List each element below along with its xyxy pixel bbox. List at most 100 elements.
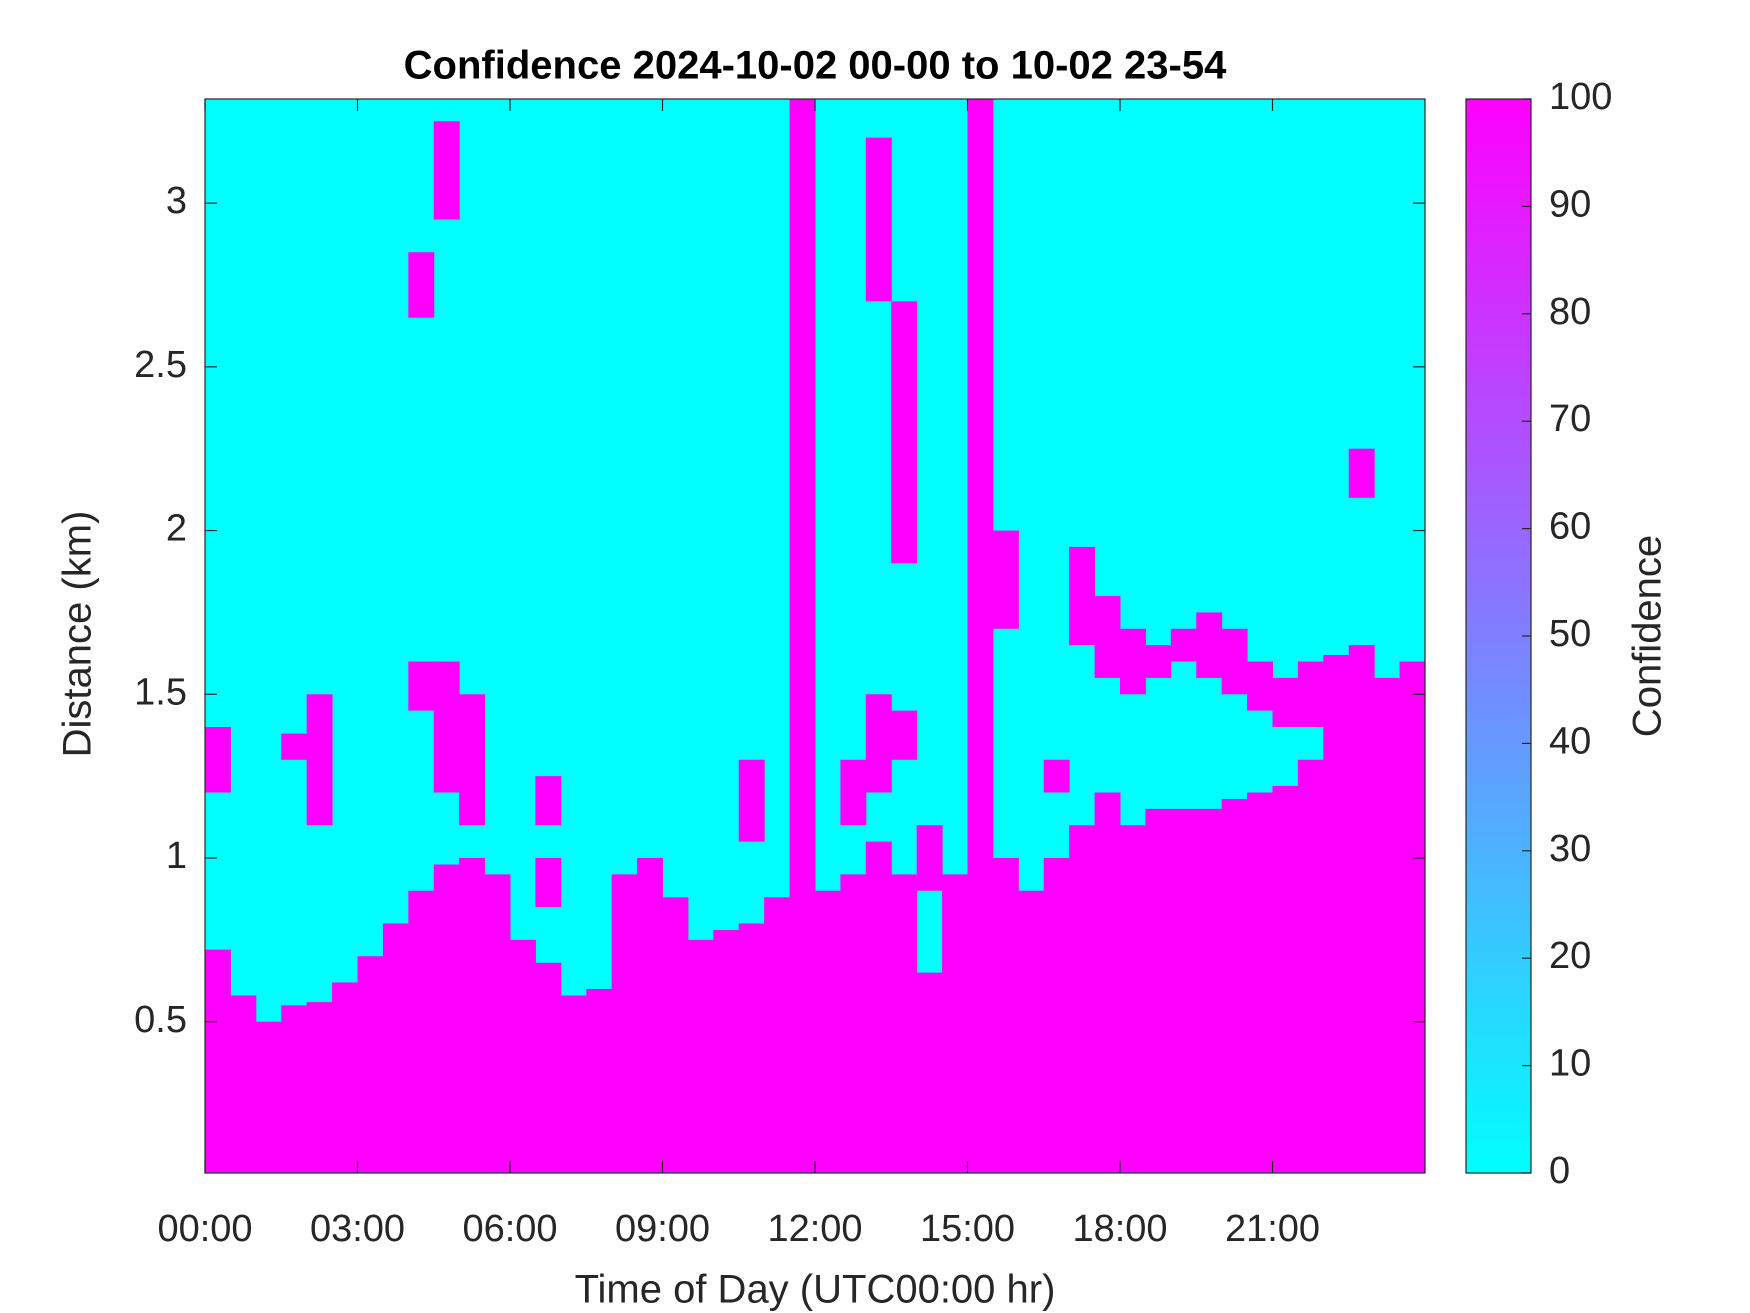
heatmap-cell	[1221, 799, 1248, 1173]
x-tick-label: 00:00	[157, 1208, 252, 1250]
heatmap-cell	[484, 874, 511, 1173]
heatmap-cell	[916, 972, 943, 1173]
heatmap-cell	[535, 776, 562, 826]
heatmap-cell	[713, 930, 740, 1173]
x-tick-label: 18:00	[1072, 1208, 1167, 1250]
colorbar-tick-label: 80	[1549, 291, 1591, 333]
heatmap-cell	[459, 858, 486, 1173]
y-tick-label: 3	[166, 180, 187, 222]
heatmap-cell	[357, 956, 384, 1173]
heatmap-cell	[865, 137, 892, 302]
heatmap-cell	[1196, 612, 1223, 678]
heatmap-cell	[1120, 628, 1146, 695]
heatmap-cell	[1145, 808, 1172, 1173]
heatmap-cell	[1170, 628, 1197, 662]
colorbar-tick-label: 30	[1549, 828, 1591, 870]
heatmap-cell	[840, 759, 867, 826]
heatmap-cell	[1094, 596, 1121, 678]
heatmap-cell	[332, 982, 358, 1173]
heatmap-cell	[891, 301, 918, 564]
y-tick-label: 2.5	[134, 344, 187, 386]
heatmap-cell	[992, 858, 1019, 1173]
heatmap-cell	[1043, 759, 1070, 793]
colorbar-tick-label: 10	[1549, 1043, 1591, 1085]
heatmap-cell	[967, 99, 994, 1173]
heatmap-cell	[433, 121, 460, 220]
heatmap-cell	[1374, 677, 1401, 1173]
heatmap-cell	[459, 694, 486, 826]
x-tick-label: 12:00	[767, 1208, 862, 1250]
heatmap-cell	[1348, 448, 1375, 498]
heatmap-cell	[1196, 808, 1223, 1173]
colorbar-label: Confidence	[1626, 535, 1670, 737]
x-tick-label: 09:00	[615, 1208, 710, 1250]
x-tick-label: 21:00	[1225, 1208, 1320, 1250]
heatmap-cell	[916, 825, 943, 891]
heatmap-cell	[535, 962, 562, 1173]
heatmap-cell	[611, 874, 638, 1173]
heatmap-cell	[230, 995, 257, 1173]
heatmap-cell	[510, 939, 536, 1173]
heatmap-cell	[891, 710, 918, 760]
heatmap-cell	[1247, 792, 1273, 1173]
heatmap-cell	[1069, 546, 1096, 646]
heatmap-cell	[560, 995, 587, 1173]
heatmap-cell	[586, 988, 613, 1173]
heatmap-cell	[992, 530, 1019, 629]
heatmap-cell	[891, 874, 918, 1173]
heatmap-cell	[942, 874, 968, 1173]
heatmap-cell	[789, 99, 816, 1173]
heatmap-cell	[1069, 825, 1096, 1173]
heatmap-cell	[433, 864, 460, 1173]
y-axis-label: Distance (km)	[56, 511, 100, 758]
chart-title: Confidence 2024-10-02 00-00 to 10-02 23-…	[404, 44, 1227, 88]
heatmap-cell	[205, 727, 231, 793]
heatmap-cell	[1043, 858, 1070, 1173]
heatmap-cell	[433, 661, 460, 793]
x-tick-label: 15:00	[920, 1208, 1015, 1250]
heatmap-cell	[1297, 661, 1324, 728]
heatmap-cell	[408, 252, 435, 318]
heatmap-cell	[1272, 785, 1299, 1173]
heatmap-cell	[1348, 645, 1375, 1173]
heatmap-cell	[662, 897, 689, 1173]
heatmap-cell	[1272, 677, 1299, 728]
heatmap-cell	[1018, 890, 1045, 1173]
heatmap-cell	[865, 841, 892, 1173]
heatmap-cell	[1247, 661, 1273, 711]
colorbar-tick-label: 40	[1549, 720, 1591, 762]
heatmap-cell	[738, 759, 765, 842]
colorbar-tick-label: 20	[1549, 935, 1591, 977]
x-axis-label: Time of Day (UTC00:00 hr)	[575, 1268, 1056, 1312]
heatmap-cell	[1221, 628, 1248, 695]
colorbar-tick-label: 0	[1549, 1150, 1570, 1192]
heatmap-cell	[815, 890, 841, 1173]
heatmap-cell	[840, 874, 867, 1173]
heatmap-cell	[865, 694, 892, 793]
y-tick-label: 2	[166, 508, 187, 550]
heatmap-cell	[281, 1005, 308, 1173]
heatmap-cell	[535, 858, 562, 908]
colorbar-tick-label: 50	[1549, 613, 1591, 655]
y-tick-label: 1.5	[134, 671, 187, 713]
colorbar-tick-label: 90	[1549, 183, 1591, 225]
heatmap-cell	[1297, 759, 1324, 1173]
heatmap-cell	[1323, 654, 1350, 1173]
heatmap-cell	[637, 858, 663, 1173]
heatmap-cell	[306, 694, 333, 826]
colorbar-tick-label: 70	[1549, 398, 1591, 440]
x-tick-label: 03:00	[310, 1208, 405, 1250]
heatmap-cell	[382, 923, 409, 1173]
x-tick-label: 06:00	[462, 1208, 557, 1250]
heatmap-cell	[408, 661, 435, 711]
heatmap-cell	[1145, 645, 1172, 678]
heatmap-cell	[255, 1021, 282, 1173]
heatmap-cell	[205, 949, 231, 1173]
heatmap-cell	[281, 733, 308, 760]
heatmap-cell	[764, 897, 791, 1173]
heatmap-cell	[306, 1002, 333, 1173]
colorbar	[1465, 98, 1532, 1174]
heatmap-cell	[1170, 808, 1197, 1173]
